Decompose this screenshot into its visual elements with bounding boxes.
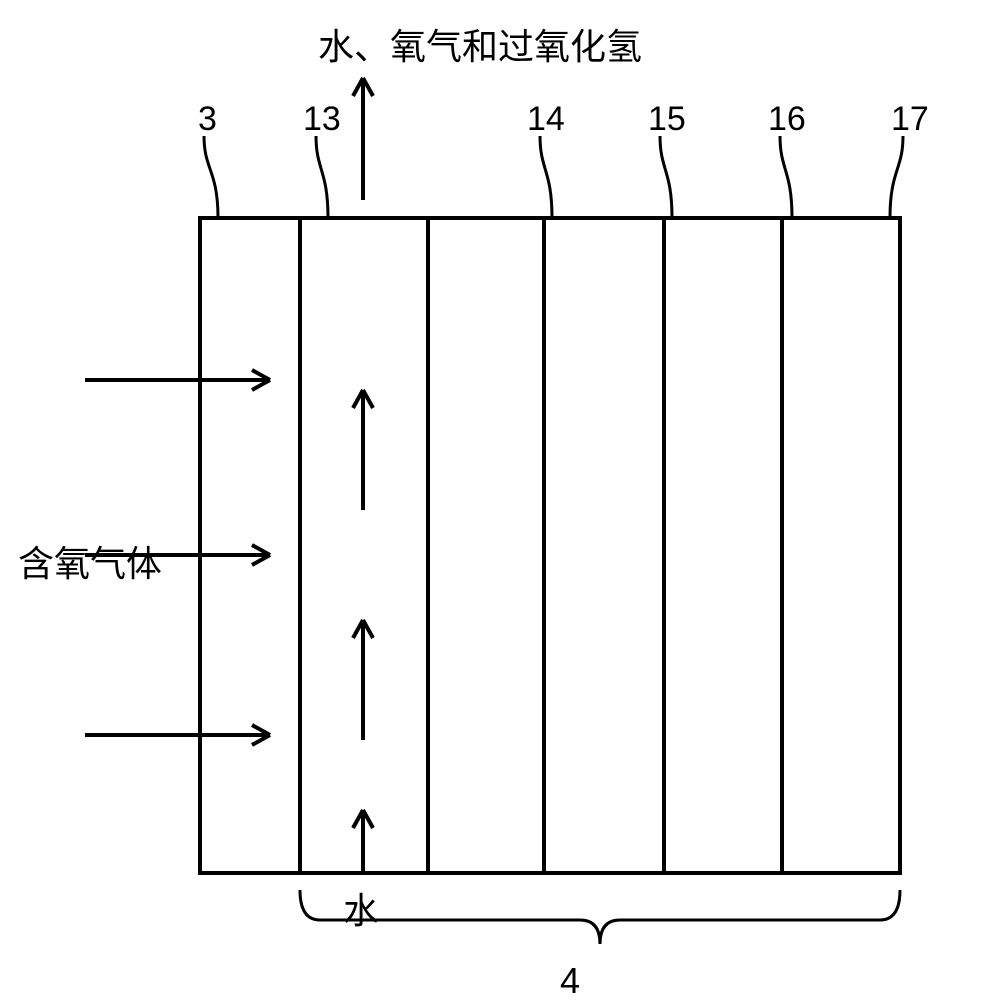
diagram-svg bbox=[0, 0, 1000, 992]
diagram-canvas: 水、氧气和过氧化氢 含氧气体 水 4 31314151617 bbox=[0, 0, 1000, 992]
